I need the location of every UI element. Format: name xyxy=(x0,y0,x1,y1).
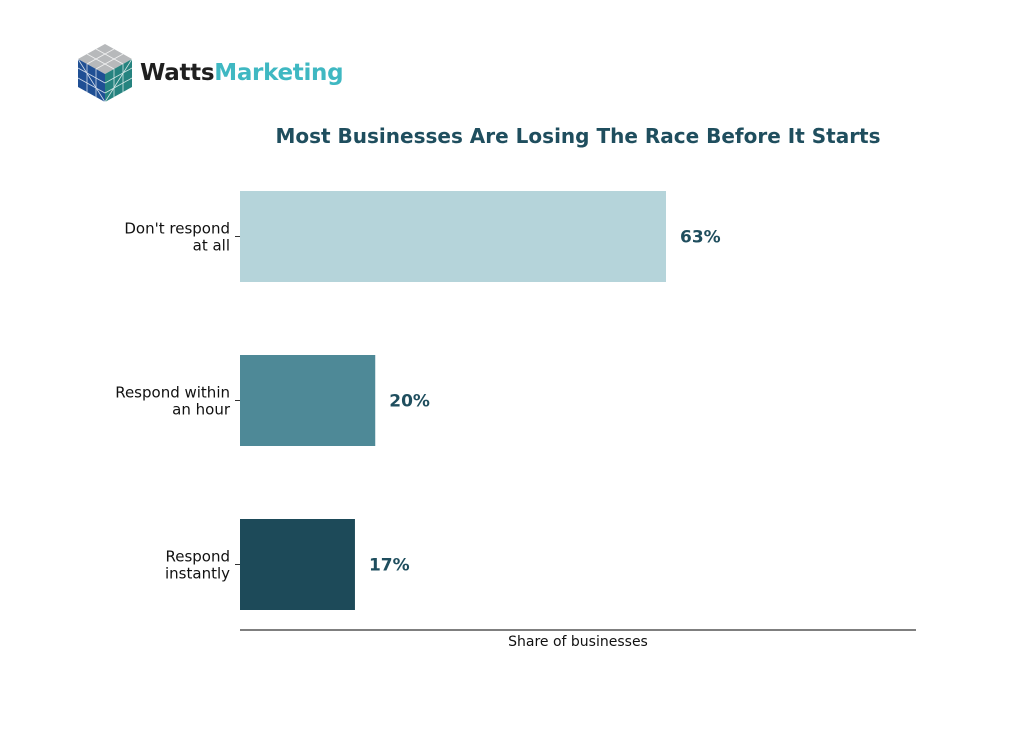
logo-text-part2: Marketing xyxy=(214,60,344,86)
bar-1 xyxy=(240,355,376,446)
logo-wordmark: WattsMarketing xyxy=(140,60,344,86)
bar-2 xyxy=(240,519,355,610)
x-axis-label: Share of businesses xyxy=(508,634,648,650)
y-tick-label-0: Don't respond at all xyxy=(124,220,230,255)
chart-title: Most Businesses Are Losing The Race Befo… xyxy=(275,124,881,148)
data-label-0: 63% xyxy=(680,228,721,248)
company-logo: WattsMarketing xyxy=(74,42,344,104)
data-label-1: 20% xyxy=(389,392,430,412)
cube-logo-icon xyxy=(77,44,133,103)
y-tick-label-2: Respond instantly xyxy=(165,548,230,583)
y-tick-label-1: Respond within an hour xyxy=(115,384,231,419)
logo-text-part1: Watts xyxy=(140,60,215,86)
data-label-2: 17% xyxy=(369,556,410,576)
bar-0 xyxy=(240,191,666,282)
